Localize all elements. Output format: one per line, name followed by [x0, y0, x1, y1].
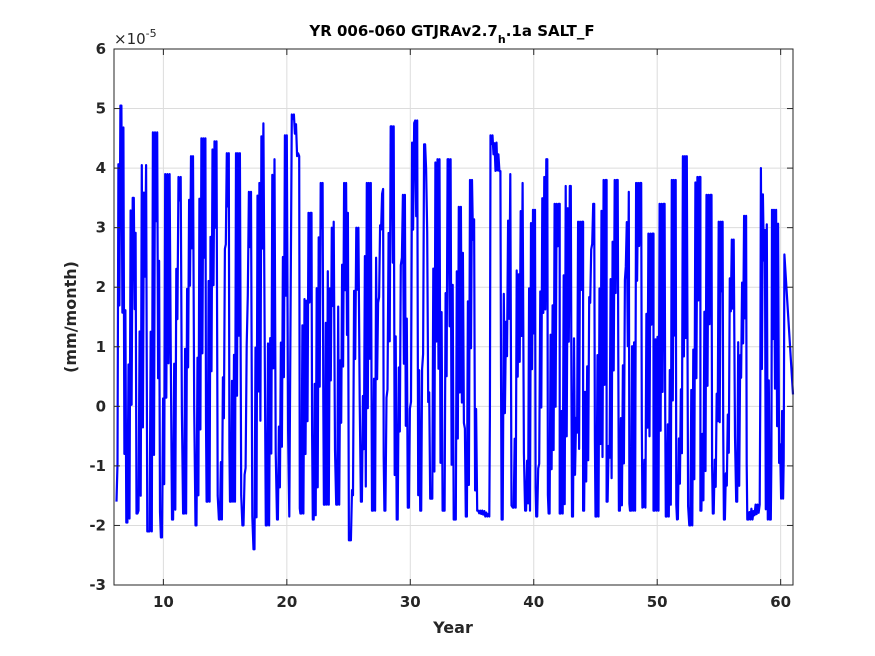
- y-tick-label: -2: [89, 516, 106, 534]
- y-tick-label: 2: [96, 278, 106, 296]
- y-tick-label: 5: [96, 100, 106, 118]
- x-tick-label: 10: [153, 593, 174, 611]
- x-tick-label: 50: [647, 593, 668, 611]
- plot-area: [115, 104, 795, 551]
- x-tick-label: 30: [400, 593, 421, 611]
- y-axis-label: (mm/month): [61, 261, 80, 373]
- x-tick-label: 20: [276, 593, 297, 611]
- x-axis-label: Year: [432, 618, 473, 637]
- chart-title: YR 006-060 GTJRAv2.7h.1a SALT_F: [308, 22, 594, 46]
- x-tick-label: 40: [523, 593, 544, 611]
- y-tick-label: 4: [96, 159, 106, 177]
- y-tick-label: -1: [89, 457, 106, 475]
- y-tick-label: 0: [96, 397, 106, 415]
- axis-ticks: 10 20 30 40 50 60 -3 -2 -1 0 1 2 3 4 5 6: [89, 40, 793, 611]
- y-tick-label: 3: [96, 219, 106, 237]
- plot-frame: [113, 48, 794, 586]
- y-axis-exponent: ×10-5: [114, 27, 157, 48]
- y-tick-label: 6: [96, 40, 106, 58]
- series-line-salt-flux: [115, 104, 795, 551]
- y-tick-label: -3: [89, 576, 106, 594]
- x-tick-label: 60: [770, 593, 791, 611]
- y-tick-label: 1: [96, 338, 106, 356]
